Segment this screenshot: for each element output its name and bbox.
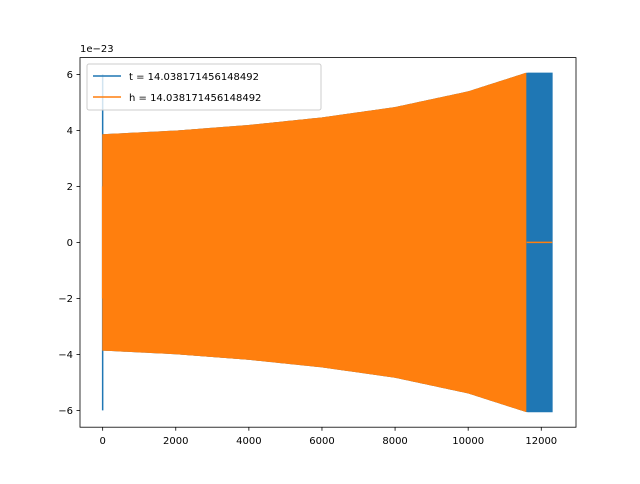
y-tick-label: 6	[67, 70, 73, 81]
series-h	[101, 72, 553, 413]
y-offset-label: 1e−23	[80, 44, 114, 55]
x-tick-label: 8000	[382, 436, 407, 447]
x-tick-label: 10000	[452, 436, 484, 447]
x-tick-label: 6000	[309, 436, 334, 447]
x-axis-ticks: 0 2000 4000 6000 8000 10000 12000	[99, 427, 557, 447]
legend-label-t: t = 14.038171456148492	[129, 72, 259, 83]
series-h-envelope	[102, 72, 527, 413]
y-tick-label: 2	[67, 182, 73, 193]
y-axis-ticks: −6 −4 −2 0 2 4 6	[58, 70, 80, 417]
legend-box	[86, 63, 322, 111]
legend-label-h: h = 14.038171456148492	[129, 93, 261, 104]
y-tick-label: 0	[67, 238, 73, 249]
x-tick-label: 12000	[525, 436, 557, 447]
y-tick-label: −2	[58, 294, 73, 305]
y-tick-label: −6	[58, 406, 73, 417]
x-tick-label: 2000	[163, 436, 188, 447]
y-tick-label: −4	[58, 350, 73, 361]
x-tick-label: 4000	[236, 436, 261, 447]
y-tick-label: 4	[67, 126, 73, 137]
series-layer	[101, 72, 553, 413]
legend: t = 14.038171456148492 h = 14.0381714561…	[86, 63, 322, 111]
x-tick-label: 0	[99, 436, 105, 447]
